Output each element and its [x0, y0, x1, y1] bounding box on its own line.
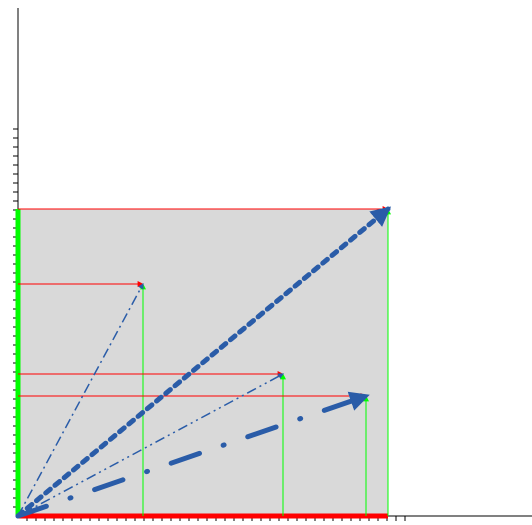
vector-components — [18, 206, 391, 516]
resultant-vector-v3 — [17, 373, 285, 517]
resultant-vector-v2 — [17, 282, 144, 517]
resultant-vector-v1 — [15, 206, 392, 519]
axes — [13, 8, 532, 521]
resultant-vector-v4 — [15, 391, 370, 519]
resultant-vectors — [15, 206, 392, 519]
